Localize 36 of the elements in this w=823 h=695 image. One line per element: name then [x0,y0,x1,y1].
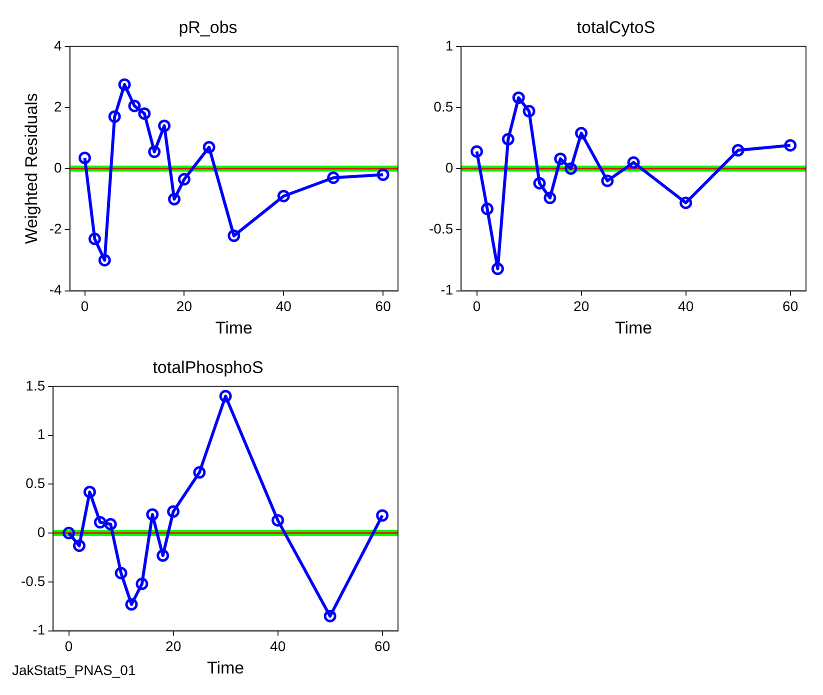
y-tick-label: -0.5 [21,572,46,589]
y-tick-label: 0 [445,159,454,176]
y-tick-label: -4 [49,282,62,298]
x-tick-label: 60 [375,298,392,314]
x-tick-label: 20 [574,298,590,314]
y-tick-label: -2 [49,220,62,237]
y-tick-label: -1 [32,622,46,638]
x-tick-label: 0 [80,298,89,314]
y-tick-label: 1 [445,37,454,54]
y-tick-label: -1 [440,282,454,298]
x-tick-label: 40 [276,298,292,314]
x-tick-label: 0 [64,638,73,654]
chart-title: totalCytoS [576,18,656,37]
y-tick-label: 1 [37,426,46,442]
y-tick-label: 1.5 [26,377,46,394]
chart-title: totalPhosphoS [152,358,264,377]
x-tick-label: 20 [176,298,192,314]
text: JakStat5_PNAS_01 [12,662,136,678]
chart-title: pR_obs [178,18,238,37]
x-tick-label: 40 [270,638,286,654]
y-axis-title: Weighted Residuals [22,93,41,244]
y-tick-label: 0.5 [26,475,46,492]
x-tick-label: 60 [374,638,390,654]
y-tick-label: -0.5 [429,220,454,237]
y-tick-label: 4 [54,37,62,54]
y-tick-label: 2 [54,98,62,114]
x-tick-label: 0 [472,298,481,314]
x-tick-label: 20 [166,638,182,654]
x-axis-title: Time [215,318,252,338]
x-axis-title: Time [614,318,652,338]
y-tick-label: 0 [37,524,46,540]
x-tick-label: 40 [678,298,694,314]
y-tick-label: 0.5 [434,98,454,114]
x-tick-label: 60 [782,298,798,314]
y-tick-label: 0 [54,159,62,176]
x-axis-title: Time [206,658,244,678]
